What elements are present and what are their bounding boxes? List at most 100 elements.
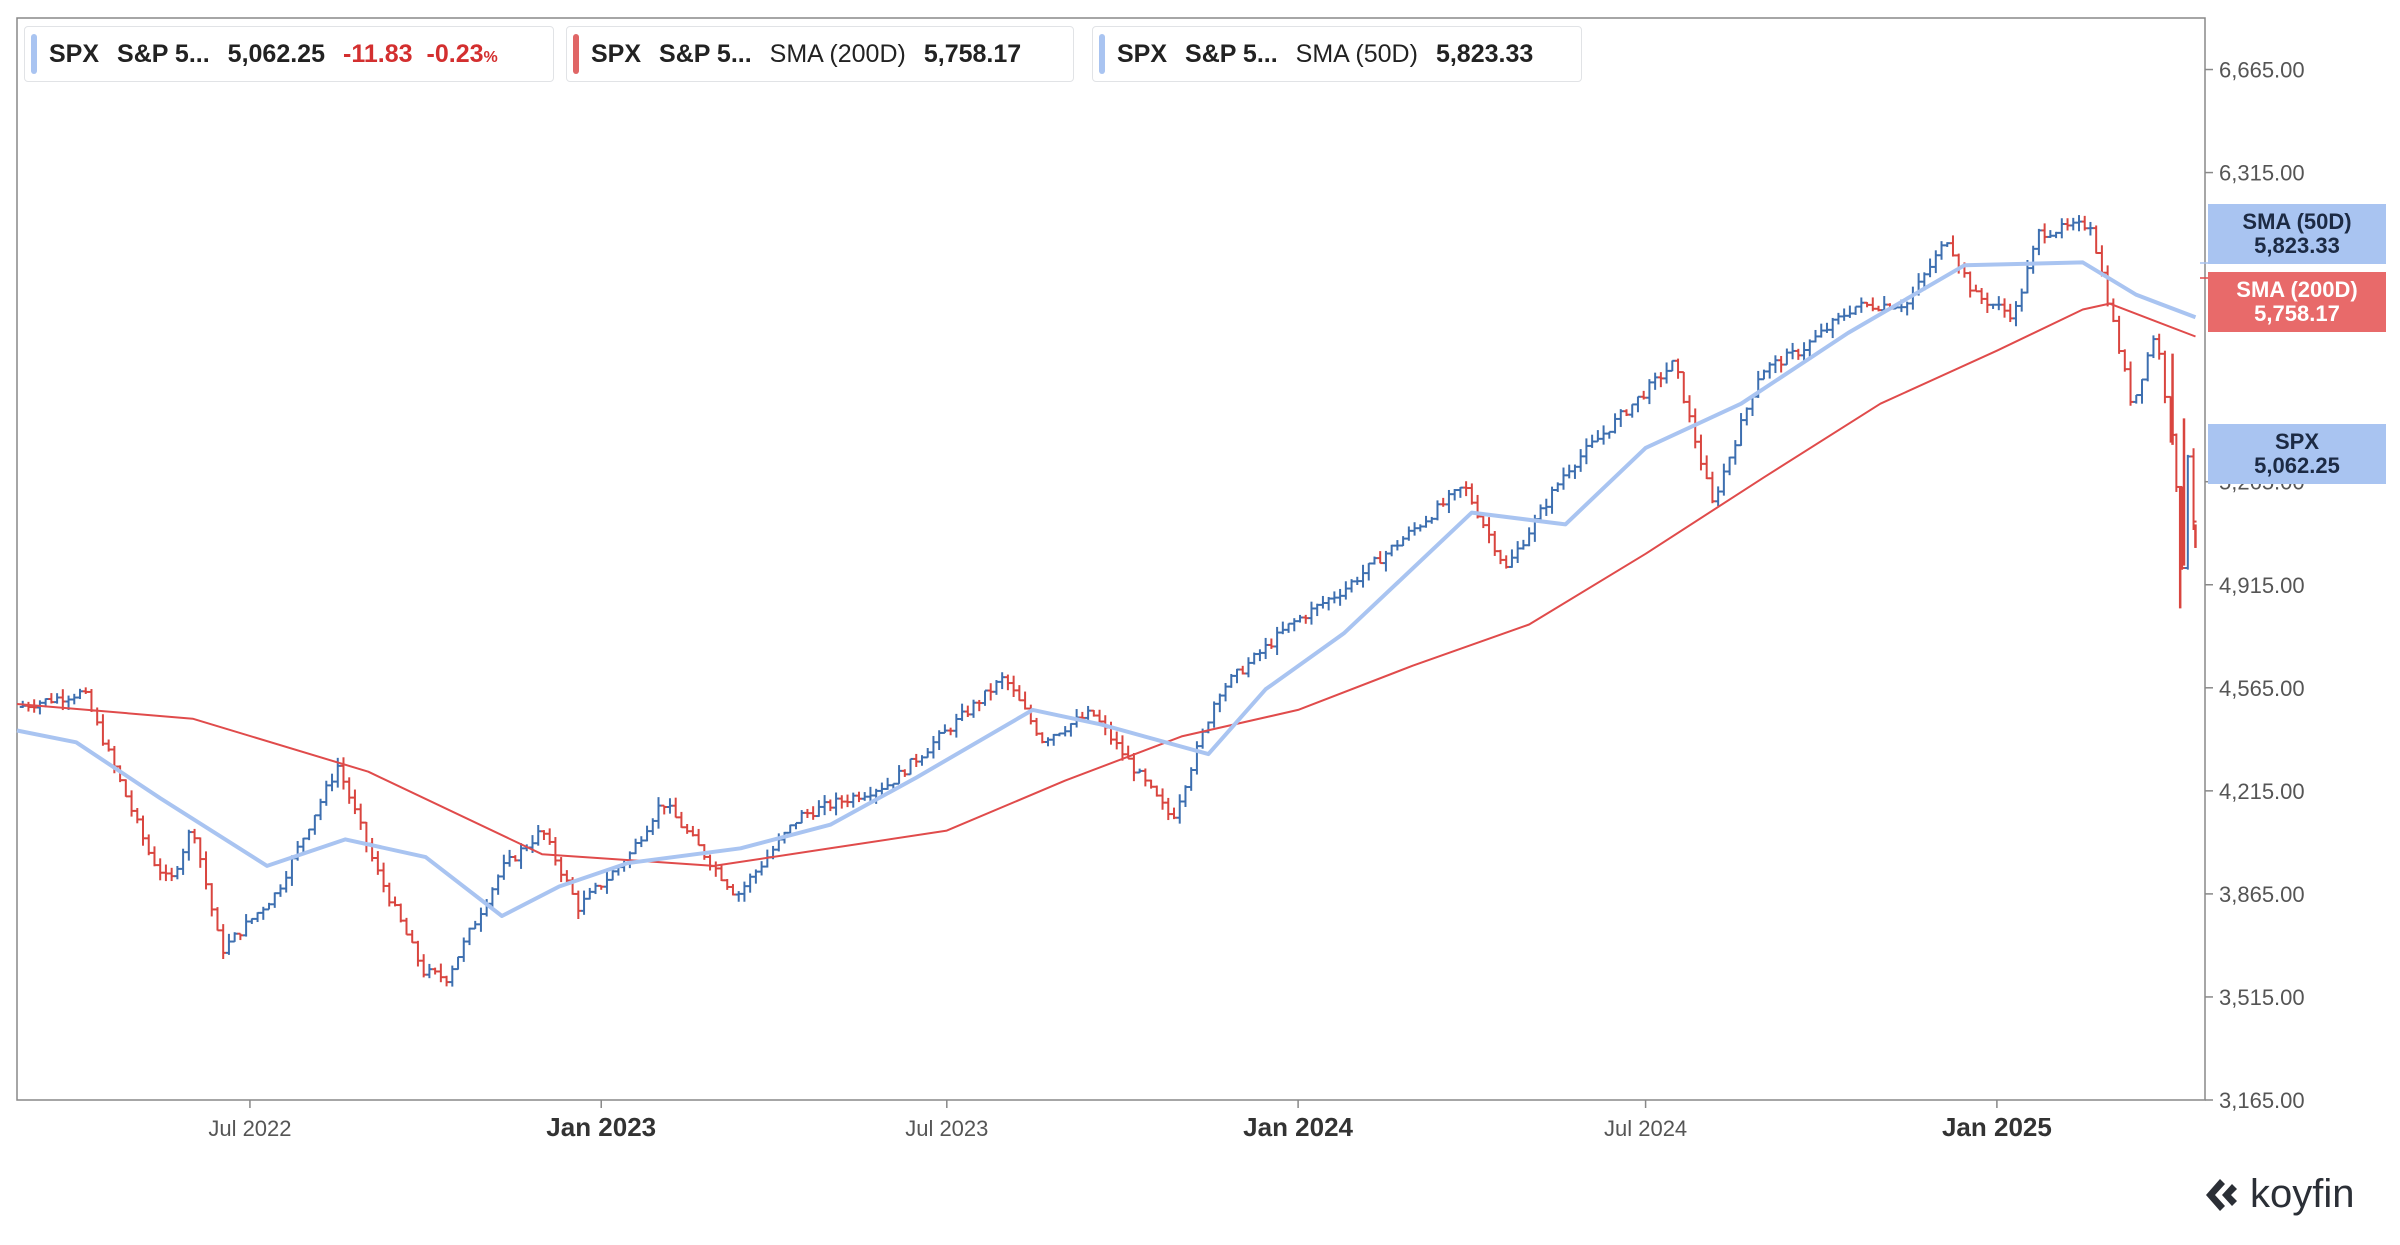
- ohlc-bar: [1274, 626, 1281, 656]
- ohlc-bar: [271, 892, 278, 908]
- ohlc-bar: [500, 854, 507, 880]
- ohlc-bar: [1004, 674, 1011, 691]
- ohlc-bar: [941, 724, 948, 734]
- legend-name: S&P 5...: [1185, 39, 1278, 68]
- ohlc-bar: [1342, 581, 1349, 600]
- ohlc-bar: [1302, 614, 1309, 624]
- ohlc-bar: [1354, 576, 1361, 585]
- ohlc-bar: [741, 881, 748, 902]
- ohlc-bar: [1801, 342, 1808, 362]
- ohlc-bar: [1297, 614, 1304, 623]
- ohlc-bar: [357, 803, 364, 830]
- ohlc-bar: [231, 932, 238, 943]
- ohlc-bar: [2190, 448, 2197, 531]
- ohlc-bar: [1932, 250, 1939, 274]
- y-tick-label: 6,315.00: [2219, 161, 2305, 186]
- ohlc-bar: [145, 834, 152, 856]
- ohlc-bar: [2007, 303, 2014, 323]
- koyfin-mark-icon: [2206, 1178, 2237, 1211]
- ohlc-bar: [2001, 298, 2008, 318]
- ohlc-bar: [36, 700, 43, 715]
- price-tag-sma50: SMA (50D) 5,823.33: [2208, 204, 2386, 264]
- ohlc-bar: [798, 810, 805, 824]
- ohlc-bar: [649, 818, 656, 835]
- ohlc-bar: [644, 825, 651, 842]
- ohlc-bar: [1663, 362, 1670, 384]
- ohlc-bar: [1136, 768, 1143, 774]
- ohlc-bar: [426, 963, 433, 979]
- ohlc-bar: [99, 714, 106, 746]
- ohlc-bar: [512, 855, 519, 862]
- legend-sma200[interactable]: SPX S&P 5... SMA (200D) 5,758.17: [566, 26, 1074, 82]
- ohlc-bar: [1417, 524, 1424, 532]
- ohlc-bar: [1904, 301, 1911, 316]
- ohlc-bar: [2064, 218, 2071, 231]
- tag-value: 5,758.17: [2254, 301, 2340, 326]
- legend-swatch: [31, 34, 37, 74]
- ohlc-bar: [1491, 531, 1498, 556]
- ohlc-bar: [1165, 797, 1172, 821]
- ohlc-bar: [2173, 433, 2180, 492]
- ohlc-bar: [1153, 785, 1160, 797]
- legend-symbol: SPX: [1117, 39, 1168, 68]
- ohlc-bar: [48, 693, 55, 704]
- ohlc-bar: [1646, 379, 1653, 405]
- ohlc-bar: [1039, 732, 1046, 744]
- legend-sma50[interactable]: SPX S&P 5... SMA (50D) 5,823.33: [1092, 26, 1582, 82]
- ohlc-bar: [1720, 463, 1727, 496]
- legend-pct-unit: %: [483, 48, 498, 66]
- legend-value: 5,062.25: [227, 39, 325, 68]
- ohlc-bar: [260, 906, 267, 920]
- ohlc-bar: [1995, 296, 2002, 311]
- ohlc-bar: [953, 713, 960, 738]
- legend-spx[interactable]: SPX S&P 5... 5,062.25 -11.83 -0.23%: [24, 26, 554, 82]
- y-tick-label: 3,865.00: [2219, 882, 2305, 907]
- ohlc-bar: [1652, 372, 1659, 390]
- ohlc-bar: [1216, 693, 1223, 713]
- ohlc-bar: [369, 837, 376, 862]
- ohlc-bar: [1457, 486, 1464, 498]
- ohlc-bar: [2161, 350, 2168, 404]
- ohlc-bar: [540, 830, 547, 841]
- ohlc-bar: [1554, 482, 1561, 493]
- ohlc-bar: [598, 884, 605, 890]
- ohlc-bar: [1583, 438, 1590, 465]
- ohlc-bar: [1314, 603, 1321, 617]
- ohlc-bar: [1594, 430, 1601, 443]
- ohlc-bar: [1560, 467, 1567, 490]
- ohlc-bar: [1193, 741, 1200, 775]
- ohlc-bar: [913, 753, 920, 767]
- ohlc-bar: [1858, 297, 1865, 313]
- ohlc-bar: [1130, 753, 1137, 782]
- ohlc-bar: [1818, 323, 1825, 338]
- legend-change: -11.83: [343, 39, 413, 68]
- ohlc-bar: [1291, 618, 1298, 632]
- ohlc-bar: [1675, 358, 1682, 379]
- ohlc-bar: [197, 837, 204, 868]
- ohlc-bar: [678, 811, 685, 829]
- legend-symbol: SPX: [49, 39, 100, 68]
- ohlc-bar: [2116, 315, 2123, 354]
- ohlc-bar: [1360, 564, 1367, 588]
- ohlc-bar: [959, 703, 966, 722]
- ohlc-bar: [1159, 788, 1166, 810]
- ohlc-bar: [1927, 258, 1934, 278]
- ohlc-bar: [2087, 221, 2094, 236]
- ohlc-bar: [180, 848, 187, 875]
- y-tick-label: 3,165.00: [2219, 1088, 2305, 1113]
- ohlc-bar: [1033, 717, 1040, 736]
- legend-pct: -0.23%: [426, 39, 498, 68]
- ohlc-bar: [311, 814, 318, 835]
- ohlc-bar: [684, 824, 691, 834]
- ohlc-bar: [1634, 395, 1641, 413]
- ohlc-bar: [1463, 481, 1470, 497]
- ohlc-bar: [54, 693, 61, 704]
- ohlc-bar: [1382, 550, 1389, 572]
- ohlc-bar: [82, 687, 89, 694]
- ohlc-bar: [855, 791, 862, 803]
- ohlc-bar: [924, 747, 931, 759]
- ohlc-bar: [283, 871, 290, 893]
- koyfin-logo: koyfin: [2200, 1172, 2355, 1217]
- ohlc-bar: [546, 828, 553, 845]
